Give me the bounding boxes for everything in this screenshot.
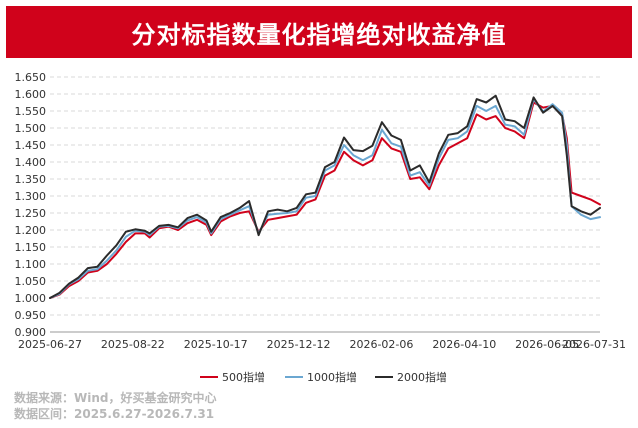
series-line-1 [49, 101, 601, 299]
x-tick-label: 2026-07-31 [562, 338, 626, 351]
series-line-3 [49, 94, 601, 299]
legend-label: 1000指增 [307, 370, 357, 384]
y-tick-label: 0.900 [15, 326, 47, 339]
y-tick-label: 1.450 [15, 139, 47, 152]
chart-title-banner: 分对标指数量化指增绝对收益净值 [6, 6, 632, 58]
x-tick-label: 2025-10-17 [184, 338, 248, 351]
y-tick-label: 1.200 [15, 224, 47, 237]
y-tick-label: 1.250 [15, 207, 47, 220]
x-tick-label: 2025-12-12 [267, 338, 331, 351]
x-tick-label: 2025-06-27 [18, 338, 82, 351]
x-tick-label: 2026-06-05 [515, 338, 579, 351]
y-tick-label: 0.950 [15, 309, 47, 322]
y-tick-label: 1.600 [15, 88, 47, 101]
x-tick-label: 2026-04-10 [432, 338, 496, 351]
y-tick-label: 1.650 [15, 71, 47, 84]
y-tick-label: 1.100 [15, 258, 47, 271]
data-interval-note: 数据区间：2025.6.27-2026.7.31 [14, 407, 215, 421]
y-tick-label: 1.400 [15, 156, 47, 169]
data-source-note: 数据来源：Wind，好买基金研究中心 [14, 391, 217, 405]
legend-label: 2000指增 [397, 370, 447, 384]
y-tick-label: 1.300 [15, 190, 47, 203]
x-tick-label: 2025-08-22 [101, 338, 165, 351]
y-tick-label: 1.150 [15, 241, 47, 254]
series-line-2 [49, 98, 601, 299]
chart-title: 分对标指数量化指增绝对收益净值 [131, 20, 507, 49]
y-tick-label: 1.500 [15, 122, 47, 135]
y-tick-label: 1.050 [15, 275, 47, 288]
footer-notes: 数据来源：Wind，好买基金研究中心 数据区间：2025.6.27-2026.7… [14, 390, 216, 422]
legend-label: 500指增 [222, 370, 265, 384]
y-tick-label: 1.000 [15, 292, 47, 305]
y-tick-label: 1.350 [15, 173, 47, 186]
x-tick-label: 2026-02-06 [349, 338, 413, 351]
y-tick-label: 1.550 [15, 105, 47, 118]
